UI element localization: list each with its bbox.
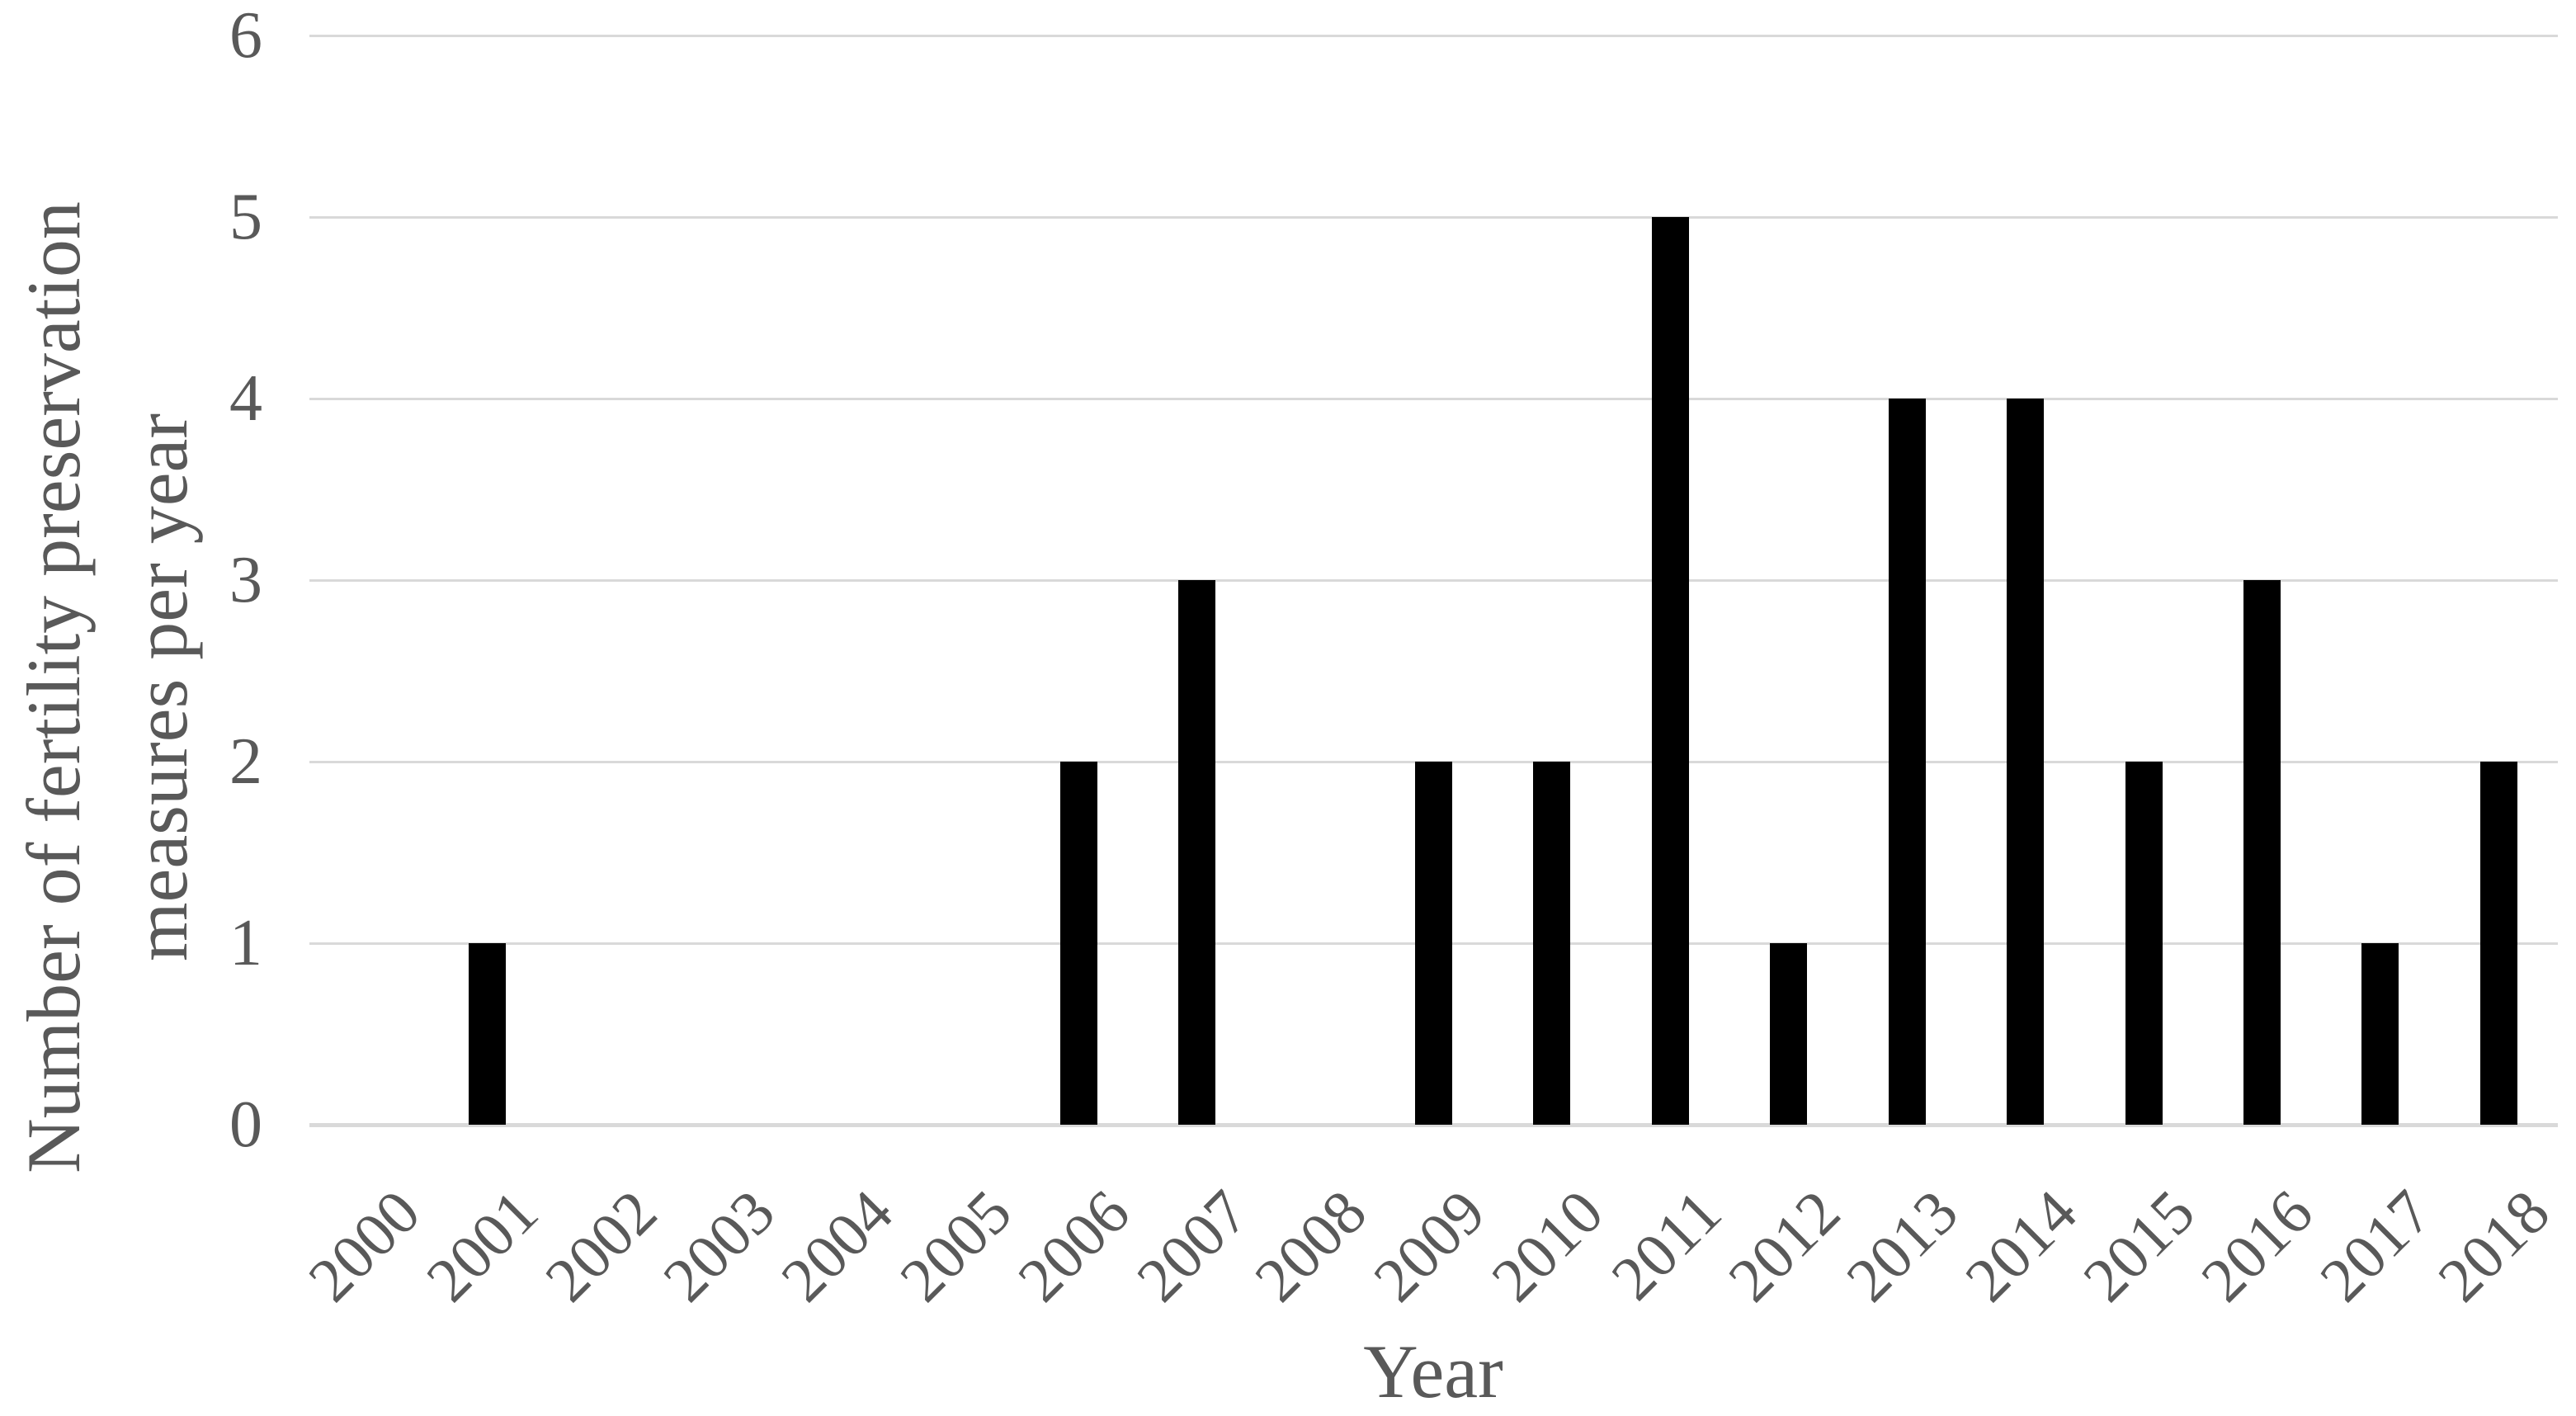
bar-2007	[1178, 580, 1216, 1125]
y-tick-label-4: 4	[229, 362, 262, 435]
y-tick-label-3: 3	[229, 544, 262, 616]
bar-2009	[1415, 762, 1452, 1125]
x-tick-label-2017: 2017	[2306, 1177, 2445, 1315]
y-tick-label-1: 1	[229, 907, 262, 979]
x-axis-baseline	[309, 1122, 2558, 1127]
bar-2006	[1059, 762, 1097, 1125]
gridline-y-3	[309, 578, 2558, 582]
x-tick-label-2006: 2006	[1005, 1177, 1144, 1315]
x-tick-label-2011: 2011	[1598, 1177, 1735, 1314]
gridline-y-6	[309, 34, 2558, 37]
gridline-y-4	[309, 397, 2558, 400]
bar-2018	[2479, 762, 2517, 1125]
x-tick-label-2003: 2003	[650, 1177, 788, 1315]
gridline-y-5	[309, 215, 2558, 219]
bar-2017	[2361, 943, 2399, 1125]
x-tick-label-2007: 2007	[1123, 1177, 1262, 1315]
x-tick-label-2000: 2000	[295, 1177, 433, 1315]
bar-2014	[2007, 399, 2045, 1125]
x-tick-label-2015: 2015	[2070, 1177, 2209, 1315]
x-tick-label-2005: 2005	[886, 1177, 1025, 1315]
x-tick-label-2002: 2002	[531, 1177, 670, 1315]
bar-2012	[1770, 943, 1808, 1125]
x-tick-label-2001: 2001	[413, 1177, 552, 1315]
bar-2011	[1651, 217, 1689, 1125]
x-tick-label-2010: 2010	[1479, 1177, 1616, 1315]
bar-2015	[2125, 762, 2163, 1125]
x-tick-label-2004: 2004	[768, 1177, 907, 1315]
x-tick-label-2016: 2016	[2188, 1177, 2327, 1315]
bar-2013	[1888, 399, 1926, 1125]
x-axis-title: Year	[1363, 1329, 1503, 1414]
bar-2016	[2243, 580, 2281, 1125]
bar-2010	[1533, 762, 1571, 1125]
x-tick-label-2018: 2018	[2425, 1177, 2564, 1315]
y-tick-label-6: 6	[229, 0, 262, 72]
x-tick-label-2014: 2014	[1951, 1177, 2090, 1315]
x-tick-label-2013: 2013	[1833, 1177, 1972, 1315]
y-tick-label-2: 2	[229, 725, 262, 798]
x-tick-label-2008: 2008	[1242, 1177, 1380, 1315]
x-tick-label-2009: 2009	[1360, 1177, 1498, 1315]
bar-2001	[468, 943, 506, 1125]
y-tick-label-5: 5	[229, 181, 262, 253]
x-tick-label-2012: 2012	[1715, 1177, 1853, 1315]
y-tick-label-0: 0	[229, 1088, 262, 1161]
